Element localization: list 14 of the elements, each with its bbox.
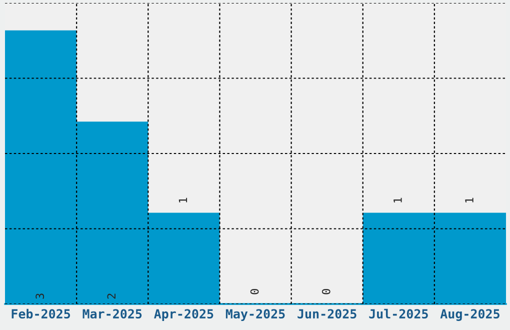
x-tick-label: Mar-2025	[82, 309, 142, 319]
data-label: 1	[178, 198, 188, 202]
data-label: 1	[394, 198, 402, 202]
data-label: 3	[36, 294, 44, 299]
x-tick-label: Apr-2025	[154, 309, 214, 321]
data-label: 0	[322, 289, 330, 294]
x-tick-label: Jul-2025	[369, 308, 428, 319]
x-tick-label: Jun-2025	[298, 309, 356, 319]
data-label: 2	[107, 294, 116, 299]
data-label: 0	[250, 289, 259, 294]
x-tick-label: May-2025	[226, 309, 285, 321]
x-tick-label: Feb-2025	[12, 308, 70, 319]
x-tick-label: Aug-2025	[440, 309, 500, 321]
data-label: 1	[465, 198, 474, 202]
